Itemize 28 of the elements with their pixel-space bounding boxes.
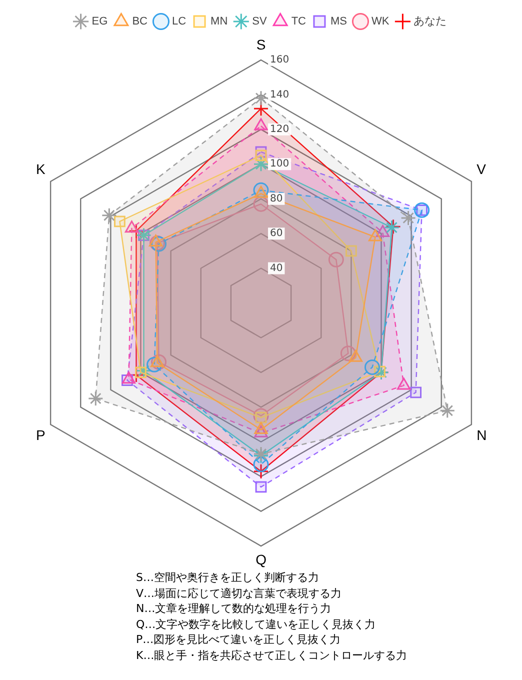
legend-label: WK — [371, 16, 390, 28]
spoke-label: S — [256, 36, 266, 52]
text: P…図形を見比べて違いを正しく見抜く力 — [136, 632, 342, 648]
legend-label: TC — [291, 16, 306, 28]
spoke-label: Q — [256, 551, 267, 568]
legend-label: MS — [330, 16, 347, 28]
legend-label: あなた — [414, 16, 447, 28]
legend-label: SV — [252, 16, 268, 28]
y-tick-label: 60 — [270, 228, 283, 240]
y-tick-label: 120 — [270, 124, 290, 136]
legend-label: MN — [210, 16, 228, 28]
y-tick-label: 40 — [270, 262, 283, 274]
spoke-label: V — [476, 160, 487, 177]
spoke-label: N — [476, 426, 487, 443]
spoke-label: P — [36, 426, 46, 443]
legend-label: BC — [132, 16, 148, 28]
text: V…場面に応じて適切な言葉で表現する力 — [136, 586, 343, 601]
text: S…空間や奥行きを正しく判断する力 — [136, 570, 320, 586]
spoke-label: K — [36, 160, 46, 177]
y-tick-label: 100 — [270, 158, 290, 170]
y-tick-label: 80 — [270, 193, 283, 204]
text: K…眼と手・指を共応させて正しくコントロールする力 — [136, 648, 408, 663]
legend-label: LC — [172, 16, 186, 28]
text: N…文章を理解して数的な処理を行う力 — [136, 601, 332, 616]
y-tick-label: 140 — [270, 89, 290, 100]
y-tick-label: 160 — [270, 54, 290, 66]
legend-label: EG — [92, 16, 108, 28]
text: Q…文字や数字を比較して違いを正しく見抜く力 — [136, 616, 377, 632]
